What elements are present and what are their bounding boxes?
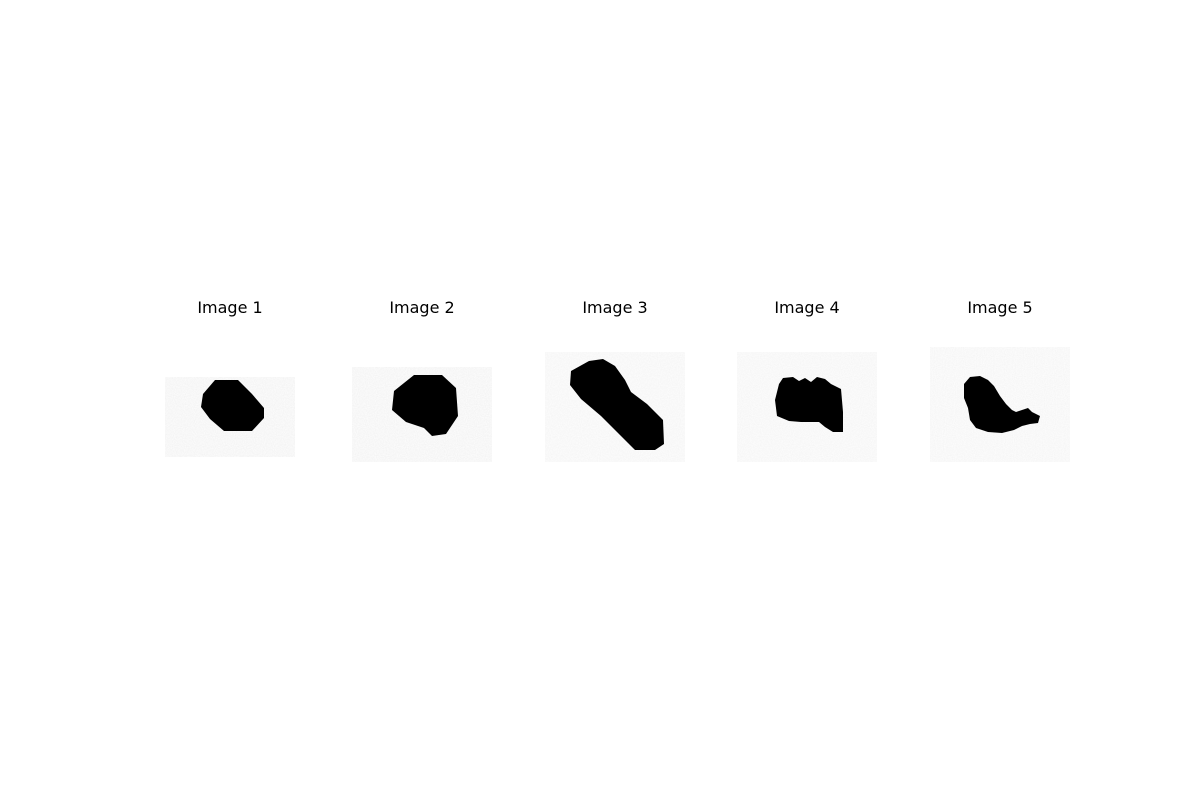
panel-image-2 bbox=[352, 322, 492, 462]
blob-2 bbox=[392, 375, 458, 436]
blob-4 bbox=[775, 377, 843, 432]
panel-title-3: Image 3 bbox=[582, 298, 648, 317]
panel-title-4: Image 4 bbox=[774, 298, 840, 317]
blob-1 bbox=[201, 380, 264, 431]
blob-image-4 bbox=[737, 352, 877, 462]
panel-image-3 bbox=[545, 322, 685, 462]
blob-image-5 bbox=[930, 347, 1070, 462]
blob-5 bbox=[964, 376, 1040, 433]
blob-image-1 bbox=[160, 372, 300, 462]
panel-image-4 bbox=[737, 322, 877, 462]
panel-image-5 bbox=[930, 322, 1070, 462]
panel-title-1: Image 1 bbox=[197, 298, 263, 317]
blob-3 bbox=[570, 359, 664, 450]
blob-image-2 bbox=[352, 367, 492, 462]
panel-title-2: Image 2 bbox=[389, 298, 455, 317]
panel-image-1 bbox=[160, 322, 300, 462]
panel-title-5: Image 5 bbox=[967, 298, 1033, 317]
blob-image-3 bbox=[545, 352, 685, 462]
